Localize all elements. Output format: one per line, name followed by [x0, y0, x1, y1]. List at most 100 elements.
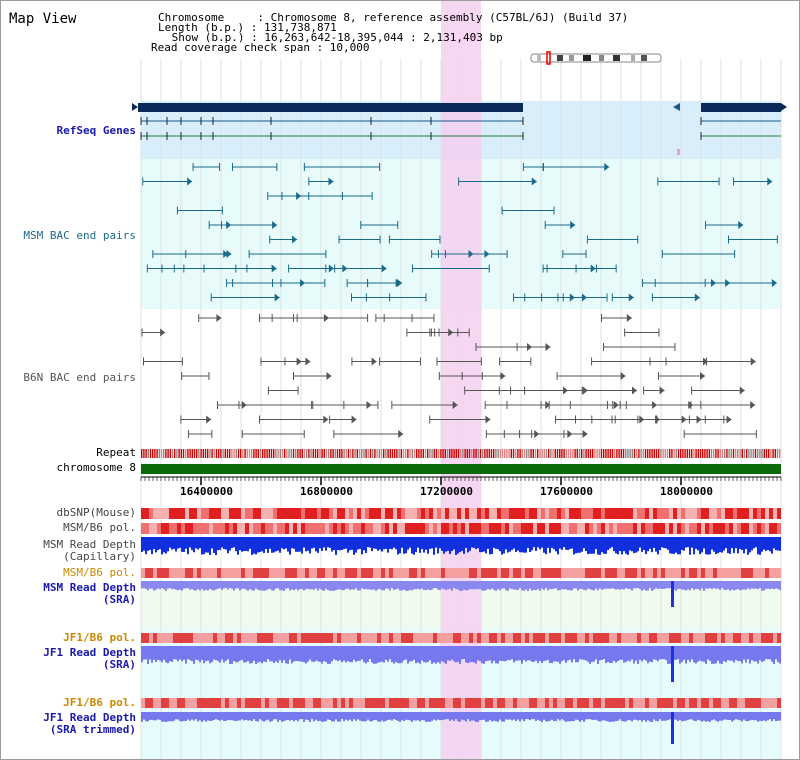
read-depth-bar [193, 712, 195, 721]
polymorphism-cell [477, 698, 481, 708]
track-label-jf1-depth-trimmed[interactable]: JF1 Read Depth [43, 711, 136, 724]
polymorphism-cell [201, 568, 205, 578]
polymorphism-cell [185, 523, 189, 534]
read-depth-bar [291, 646, 293, 664]
read-depth-bar [323, 537, 325, 548]
polymorphism-cell [629, 633, 633, 643]
track-label-msm-bac[interactable]: MSM BAC end pairs [23, 229, 136, 242]
read-depth-bar [599, 712, 601, 722]
read-depth-bar [435, 581, 437, 589]
read-depth-bar [205, 712, 207, 722]
polymorphism-cell [249, 568, 253, 578]
polymorphism-cell [481, 698, 485, 708]
read-depth-bar [573, 537, 575, 555]
polymorphism-cell [469, 508, 473, 519]
polymorphism-cell [377, 633, 381, 643]
bac-end-arrow [620, 372, 626, 380]
read-depth-bar [383, 712, 385, 722]
read-depth-bar [751, 712, 753, 720]
read-depth-bar [157, 537, 159, 551]
repeat-mark [673, 449, 675, 458]
polymorphism-cell [513, 508, 517, 519]
polymorphism-cell [697, 568, 701, 578]
read-depth-bar [511, 537, 513, 550]
track-label-refseq[interactable]: RefSeq Genes [56, 124, 136, 137]
read-depth-bar [199, 712, 201, 721]
polymorphism-cell [625, 633, 629, 643]
polymorphism-cell [505, 633, 509, 643]
read-depth-bar [747, 646, 749, 660]
track-label-msm-depth-sra[interactable]: MSM Read Depth [43, 581, 136, 594]
repeat-mark [248, 449, 251, 458]
polymorphism-cell [145, 698, 149, 708]
track-label-msm-pol-2[interactable]: MSM/B6 pol. [63, 566, 136, 579]
read-depth-bar [447, 646, 449, 661]
repeat-mark [565, 449, 567, 458]
track-label-msm-depth-capillary[interactable]: MSM Read Depth [43, 538, 136, 551]
read-depth-bar [633, 581, 635, 589]
track-label-dbsnp[interactable]: dbSNP(Mouse) [56, 506, 136, 519]
read-depth-bar [239, 712, 241, 721]
track-label-jf1-depth-sra[interactable]: JF1 Read Depth [43, 646, 136, 659]
polymorphism-cell [601, 508, 605, 519]
read-depth-bar [165, 581, 167, 591]
repeat-mark [429, 449, 431, 458]
read-depth-bar [317, 581, 319, 591]
track-label-jf1-pol-2[interactable]: JF1/B6 pol. [63, 696, 136, 709]
read-depth-bar [423, 712, 425, 721]
polymorphism-cell [433, 633, 437, 643]
polymorphism-cell [425, 568, 429, 578]
polymorphism-cell [733, 633, 737, 643]
read-depth-bar [357, 646, 359, 661]
read-depth-bar [715, 581, 717, 589]
read-depth-bar [235, 712, 237, 722]
read-depth-bar [233, 646, 235, 662]
polymorphism-cell [773, 523, 777, 534]
repeat-mark [292, 449, 295, 458]
read-depth-bar [155, 712, 157, 721]
read-depth-bar [467, 712, 469, 720]
read-depth-bar [557, 646, 559, 662]
track-label-jf1-pol[interactable]: JF1/B6 pol. [63, 631, 136, 644]
repeat-mark [156, 449, 158, 458]
repeat-mark [506, 449, 508, 458]
read-depth-bar [317, 646, 319, 662]
repeat-mark [171, 449, 174, 458]
read-depth-bar [253, 646, 255, 661]
read-depth-bar [451, 581, 453, 591]
read-depth-bar [331, 537, 333, 552]
polymorphism-cell [313, 633, 317, 643]
polymorphism-cell [681, 508, 685, 519]
read-depth-bar [563, 646, 565, 661]
read-depth-bar [765, 712, 767, 722]
polymorphism-cell [425, 508, 429, 519]
read-depth-bar [219, 712, 221, 721]
polymorphism-cell [557, 568, 561, 578]
polymorphism-cell [685, 568, 689, 578]
read-depth-bar [333, 646, 335, 660]
polymorphism-cell [185, 633, 189, 643]
polymorphism-cell [593, 633, 597, 643]
read-depth-bar [141, 581, 143, 589]
read-depth-bar [227, 537, 229, 554]
polymorphism-cell [337, 523, 341, 534]
read-depth-bar [651, 646, 653, 663]
polymorphism-cell [389, 523, 393, 534]
polymorphism-cell [317, 568, 321, 578]
polymorphism-cell [753, 523, 757, 534]
polymorphism-cell [633, 633, 637, 643]
repeat-mark [647, 449, 649, 458]
read-depth-bar [589, 581, 591, 590]
polymorphism-cell [529, 633, 533, 643]
polymorphism-cell [401, 633, 405, 643]
polymorphism-cell [269, 633, 273, 643]
track-label-repeat[interactable]: Repeat [96, 446, 136, 459]
polymorphism-cell [597, 523, 601, 534]
read-depth-bar [313, 537, 315, 548]
track-label-msm-pol[interactable]: MSM/B6 pol. [63, 521, 136, 534]
read-depth-bar [627, 712, 629, 721]
track-label-b6n-bac[interactable]: B6N BAC end pairs [23, 371, 136, 384]
repeat-mark [328, 449, 330, 458]
read-depth-bar [639, 712, 641, 720]
